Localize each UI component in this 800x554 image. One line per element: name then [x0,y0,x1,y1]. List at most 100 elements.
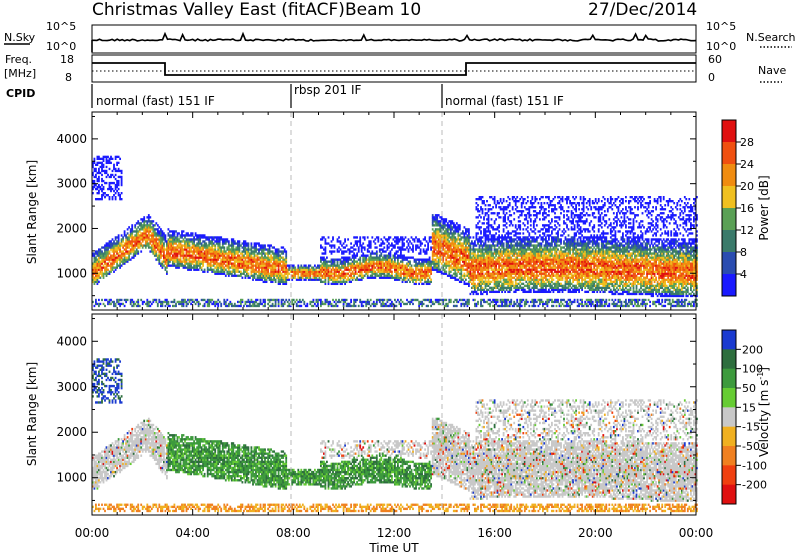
heatmap-cell [146,230,149,233]
heatmap-cell [252,268,254,271]
heatmap-cell [153,240,156,243]
heatmap-cell [120,242,123,245]
heatmap-cell [93,175,96,179]
heatmap-cell [163,252,165,255]
heatmap-cell [241,260,244,263]
heatmap-cell [442,218,445,221]
heatmap-cell [477,258,479,261]
heatmap-cell [493,266,496,269]
heatmap-cell [163,300,165,304]
heatmap-cell [96,276,99,279]
heatmap-cell [232,262,235,265]
heatmap-cell [457,278,460,281]
heatmap-cell [434,246,437,249]
heatmap-cell [214,254,217,257]
heatmap-cell [452,232,455,235]
heatmap-cell [448,256,451,259]
heatmap-cell [458,256,461,259]
heatmap-cell [415,246,417,249]
heatmap-cell [262,270,265,273]
heatmap-cell [484,214,487,217]
heatmap-cell [301,266,304,269]
heatmap-cell [412,274,414,277]
heatmap-cell [413,258,416,261]
heatmap-cell [141,232,144,235]
heatmap-cell [434,234,437,237]
heatmap-cell [196,250,199,253]
heatmap-cell [116,262,119,265]
heatmap-cell [96,280,99,284]
heatmap-cell [484,280,487,284]
heatmap-cell [212,254,215,257]
heatmap-cell [425,298,428,302]
heatmap-cell [146,240,149,243]
heatmap-cell [380,270,383,273]
heatmap-cell [360,270,363,273]
heatmap-cell [267,254,270,257]
heatmap-cell [111,256,114,259]
heatmap-cell [472,284,475,288]
heatmap-cell [452,246,455,249]
heatmap-cell [158,256,161,259]
heatmap-cell [493,196,496,199]
heatmap-cell [138,238,141,241]
heatmap-cell [480,284,482,288]
heatmap-cell [205,252,208,255]
heatmap-cell [440,236,443,239]
heatmap-cell [206,246,209,249]
heatmap-cell [181,300,183,304]
heatmap-cell [397,256,399,259]
heatmap-cell [164,304,167,308]
heatmap-cell [336,240,339,243]
heatmap-cell [209,242,212,245]
heatmap-cell [465,244,467,247]
heatmap-cell [440,298,443,302]
heatmap-cell [434,260,437,263]
heatmap-cell [487,258,490,261]
heatmap-cell [320,256,322,259]
heatmap-cell [439,246,442,249]
heatmap-cell [407,278,410,281]
heatmap-cell [395,240,398,243]
heatmap-cell [108,159,111,163]
heatmap-cell [419,244,422,247]
heatmap-cell [92,280,94,284]
heatmap-cell [378,260,381,263]
heatmap-cell [457,246,460,249]
heatmap-cell [462,232,464,235]
heatmap-cell [333,304,336,308]
heatmap-cell [92,254,94,257]
heatmap-cell [449,300,452,304]
heatmap-cell [120,252,123,255]
heatmap-cell [122,254,125,257]
heatmap-cell [178,258,180,261]
heatmap-cell [99,250,102,253]
heatmap-cell [472,274,475,277]
heatmap-cell [362,260,365,263]
heatmap-cell [111,198,114,201]
heatmap-cell [262,300,265,304]
heatmap-cell [215,260,218,263]
heatmap-cell [329,302,331,306]
heatmap-cell [484,212,487,215]
heatmap-cell [451,268,454,271]
heatmap-cell [105,246,108,249]
heatmap-cell [336,268,339,271]
heatmap-cell [126,238,129,241]
heatmap-cell [246,272,248,275]
heatmap-cell [152,246,155,249]
heatmap-cell [428,236,431,239]
heatmap-cell [111,268,114,271]
heatmap-cell [215,254,218,257]
heatmap-cell [212,260,215,263]
heatmap-cell [490,274,493,277]
heatmap-cell [320,268,322,271]
heatmap-cell [108,185,111,189]
heatmap-cell [410,242,413,245]
heatmap-cell [433,242,436,245]
heatmap-cell [490,280,493,284]
heatmap-cell [276,248,279,251]
heatmap-cell [200,244,203,247]
heatmap-cell [297,270,300,273]
heatmap-cell [434,300,437,304]
